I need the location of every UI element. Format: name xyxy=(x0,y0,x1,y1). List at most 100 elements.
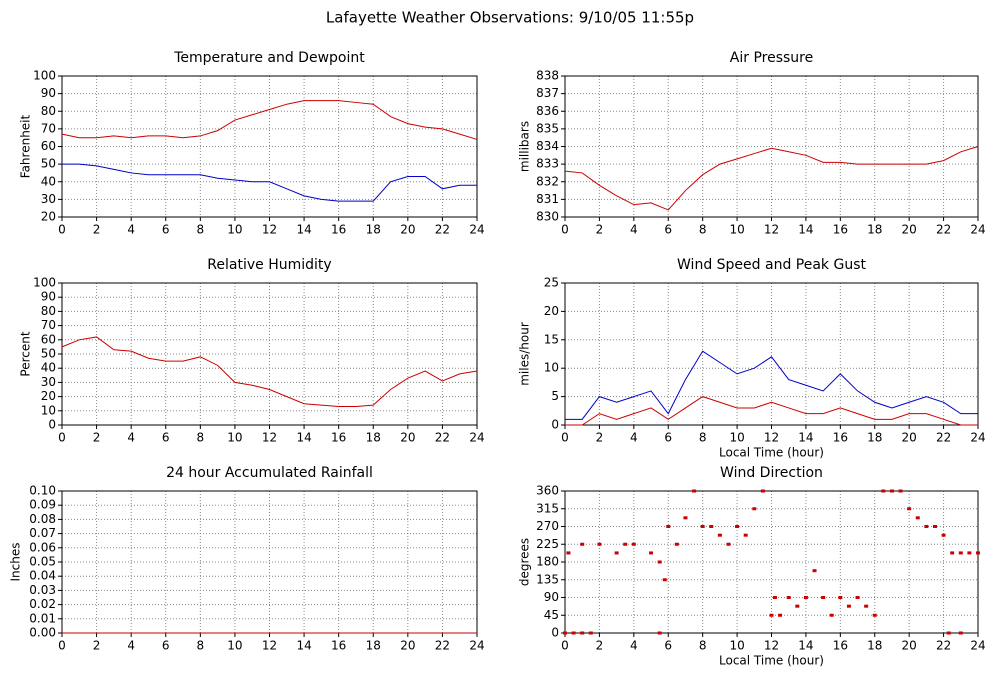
x-tick-label: 10 xyxy=(227,639,242,653)
x-tick-label: 20 xyxy=(400,639,415,653)
data-point xyxy=(580,631,585,635)
data-point xyxy=(769,613,774,617)
x-tick-label: 14 xyxy=(296,431,311,445)
data-point xyxy=(838,596,843,599)
x-tick-label: 4 xyxy=(127,431,135,445)
data-point xyxy=(967,551,972,555)
data-point xyxy=(855,596,860,599)
x-tick-label: 12 xyxy=(262,223,277,237)
y-tick-label: 50 xyxy=(41,347,56,361)
y-tick-label: 40 xyxy=(41,174,56,188)
data-point xyxy=(976,551,980,555)
y-tick-label: 135 xyxy=(536,572,559,586)
data-point xyxy=(932,525,937,528)
data-point xyxy=(958,551,963,555)
y-tick-label: 0.07 xyxy=(29,526,56,540)
data-point xyxy=(795,604,800,608)
y-tick-label: 837 xyxy=(536,86,559,100)
panel-title: Temperature and Dewpoint xyxy=(173,50,365,66)
x-tick-label: 16 xyxy=(331,431,346,445)
panel: Relative Humidity01020304050607080901000… xyxy=(19,257,485,445)
y-tick-label: 833 xyxy=(536,157,559,171)
y-tick-label: 0.06 xyxy=(29,540,56,554)
x-tick-label: 16 xyxy=(833,223,848,237)
plot-frame xyxy=(61,282,478,426)
data-point xyxy=(898,489,903,493)
x-tick-label: 8 xyxy=(197,639,205,653)
x-tick-label: 22 xyxy=(435,639,450,653)
plot-area xyxy=(565,491,978,633)
data-point xyxy=(700,525,705,528)
x-tick-label: 10 xyxy=(729,223,744,237)
page-title: Lafayette Weather Observations: 9/10/05 … xyxy=(326,9,694,27)
y-tick-label: 180 xyxy=(536,555,559,569)
y-tick-label: 0 xyxy=(551,418,559,432)
x-tick-label: 22 xyxy=(936,223,951,237)
data-point xyxy=(950,551,955,555)
y-axis-label: Inches xyxy=(9,543,23,582)
x-tick-label: 18 xyxy=(366,431,381,445)
data-line xyxy=(565,396,978,426)
x-tick-label: 18 xyxy=(366,223,381,237)
y-tick-label: 45 xyxy=(544,608,559,622)
y-tick-label: 10 xyxy=(544,361,559,375)
x-tick-label: 10 xyxy=(227,223,242,237)
y-tick-label: 70 xyxy=(41,318,56,332)
panel-title: Relative Humidity xyxy=(207,257,331,273)
data-point xyxy=(674,542,679,546)
y-tick-label: 360 xyxy=(536,484,559,498)
data-point xyxy=(709,525,714,528)
y-tick-label: 0.00 xyxy=(29,626,56,640)
x-tick-label: 0 xyxy=(58,431,66,445)
x-tick-label: 22 xyxy=(936,431,951,445)
data-point xyxy=(846,604,851,608)
x-tick-label: 14 xyxy=(296,223,311,237)
y-tick-label: 270 xyxy=(536,519,559,533)
x-tick-label: 10 xyxy=(729,639,744,653)
x-tick-label: 16 xyxy=(833,431,848,445)
x-tick-label: 14 xyxy=(798,431,813,445)
y-tick-label: 830 xyxy=(536,210,559,224)
data-point xyxy=(881,489,886,493)
x-tick-label: 12 xyxy=(262,431,277,445)
y-tick-label: 100 xyxy=(33,69,56,83)
y-tick-label: 315 xyxy=(536,501,559,515)
y-tick-label: 90 xyxy=(41,86,56,100)
data-point xyxy=(657,631,662,635)
y-tick-label: 50 xyxy=(41,157,56,171)
x-tick-label: 4 xyxy=(127,223,135,237)
x-tick-label: 4 xyxy=(127,639,135,653)
y-tick-label: 30 xyxy=(41,375,56,389)
y-tick-label: 0.04 xyxy=(29,569,56,583)
panel-title: 24 hour Accumulated Rainfall xyxy=(166,465,373,481)
y-tick-label: 10 xyxy=(41,403,56,417)
y-tick-label: 225 xyxy=(536,537,559,551)
data-point xyxy=(657,560,662,564)
y-tick-label: 0 xyxy=(48,418,56,432)
data-point xyxy=(821,596,826,599)
x-axis-label: Local Time (hour) xyxy=(719,654,824,668)
y-tick-label: 40 xyxy=(41,361,56,375)
y-tick-label: 70 xyxy=(41,121,56,135)
data-point xyxy=(631,542,636,546)
plot-frame xyxy=(564,282,979,426)
x-tick-label: 0 xyxy=(561,639,569,653)
y-tick-label: 834 xyxy=(536,139,559,153)
y-tick-label: 835 xyxy=(536,121,559,135)
x-tick-label: 10 xyxy=(227,431,242,445)
x-tick-label: 16 xyxy=(331,223,346,237)
x-tick-label: 18 xyxy=(366,639,381,653)
data-point xyxy=(864,604,869,608)
x-tick-label: 22 xyxy=(435,431,450,445)
data-point xyxy=(666,525,671,528)
y-tick-label: 0.01 xyxy=(29,611,56,625)
data-point xyxy=(760,489,765,493)
x-tick-label: 16 xyxy=(833,639,848,653)
data-point xyxy=(786,596,791,599)
data-point xyxy=(829,613,834,617)
x-tick-label: 20 xyxy=(902,223,917,237)
x-tick-label: 4 xyxy=(630,431,638,445)
data-point xyxy=(803,596,808,599)
panel-title: Wind Speed and Peak Gust xyxy=(677,257,866,273)
